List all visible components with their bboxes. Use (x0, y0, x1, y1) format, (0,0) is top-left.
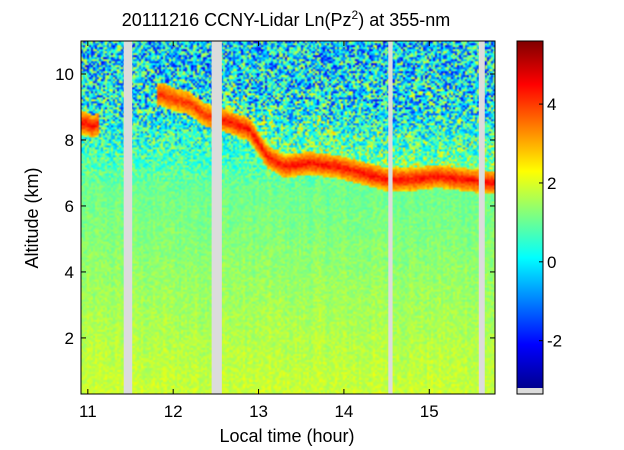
y-axis-label: Altitude (km) (22, 167, 42, 268)
x-tick-label: 13 (249, 402, 268, 421)
colorbar-frame (516, 40, 544, 395)
colorbar-gradient (517, 41, 543, 388)
data-gap (123, 41, 133, 394)
y-axis-ticks: 2 4 6 8 10 (55, 65, 495, 348)
y-tick-label: 2 (65, 329, 74, 348)
x-axis-label: Local time (hour) (219, 426, 354, 446)
plot-area: 11 12 13 14 15 2 4 6 8 10 (55, 40, 496, 421)
x-tick-label: 14 (334, 402, 353, 421)
data-gap (211, 41, 222, 394)
x-tick-label: 12 (164, 402, 183, 421)
colorbar-gap-swatch (517, 388, 543, 394)
colorbar-ticks: -2 0 2 4 (539, 95, 562, 351)
data-gap (388, 41, 393, 394)
colorbar-tick-label: 2 (547, 174, 556, 193)
chart-title-superscript: 2 (352, 8, 359, 22)
y-tick-label: 4 (65, 263, 74, 282)
colorbar-tick-label: 4 (547, 95, 556, 114)
y-tick-label: 8 (65, 131, 74, 150)
chart-title: 20111216 CCNY-Lidar Ln(Pz2) at 355-nm (122, 8, 451, 30)
colorbar-tick-label: 0 (547, 253, 556, 272)
y-tick-label: 6 (65, 197, 74, 216)
backscatter-heatmap (81, 41, 495, 394)
chart-title-suffix: ) at 355-nm (358, 10, 450, 30)
colorbar-tick-label: -2 (547, 332, 562, 351)
data-gap (478, 41, 485, 394)
x-tick-label: 11 (79, 402, 97, 421)
x-tick-label: 15 (420, 402, 439, 421)
chart-title-main: 20111216 CCNY-Lidar Ln(Pz (122, 10, 352, 30)
plot-frame (80, 40, 496, 395)
data-gaps (123, 41, 485, 394)
colorbar: -2 0 2 4 (516, 40, 562, 395)
x-axis-ticks: 11 12 13 14 15 (79, 41, 439, 421)
y-tick-label: 10 (55, 65, 74, 84)
